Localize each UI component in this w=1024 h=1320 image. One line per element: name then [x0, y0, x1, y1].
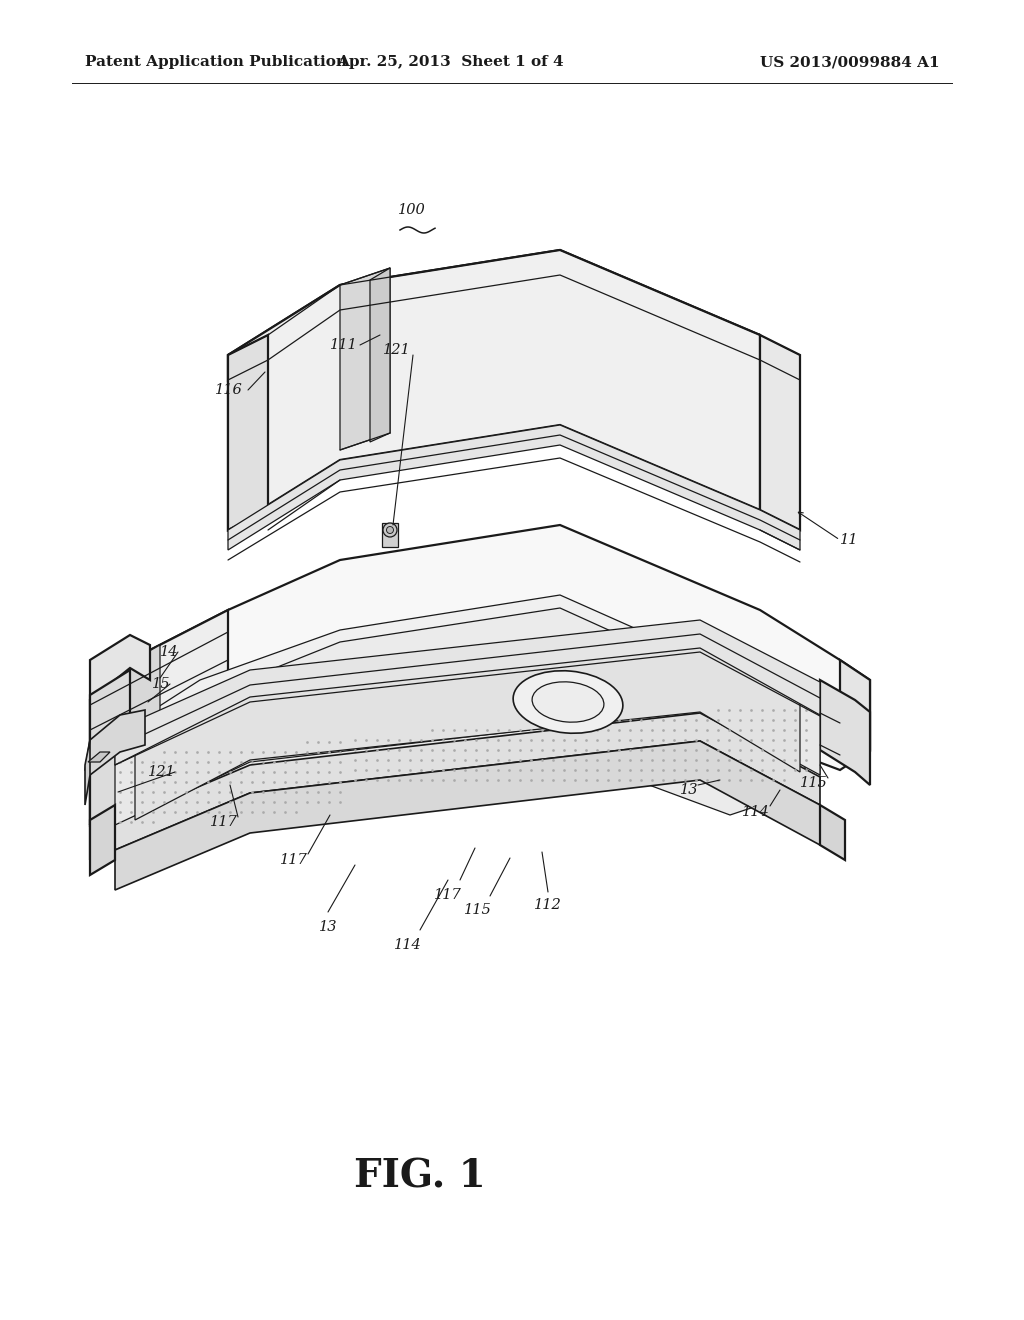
Polygon shape [340, 268, 390, 450]
Polygon shape [135, 642, 800, 820]
Polygon shape [115, 741, 820, 890]
Polygon shape [90, 610, 228, 825]
Polygon shape [115, 640, 820, 825]
Text: 111: 111 [330, 338, 357, 352]
Polygon shape [90, 805, 115, 875]
Polygon shape [228, 425, 800, 550]
Text: 117: 117 [280, 853, 308, 867]
Polygon shape [90, 525, 870, 825]
Polygon shape [90, 741, 228, 861]
Polygon shape [88, 752, 110, 762]
Ellipse shape [513, 671, 623, 733]
Polygon shape [130, 645, 160, 800]
Polygon shape [130, 595, 820, 850]
Polygon shape [228, 249, 760, 380]
Text: 13: 13 [318, 920, 337, 935]
Polygon shape [760, 335, 800, 531]
Text: 117: 117 [210, 814, 238, 829]
Polygon shape [228, 335, 268, 531]
Text: 121: 121 [148, 766, 176, 779]
Ellipse shape [386, 527, 393, 533]
Polygon shape [115, 620, 820, 766]
Text: 114: 114 [742, 805, 770, 818]
Polygon shape [820, 805, 845, 861]
Polygon shape [115, 713, 820, 850]
Text: 100: 100 [398, 203, 426, 216]
Text: 15: 15 [152, 677, 171, 690]
Polygon shape [85, 710, 145, 775]
Ellipse shape [383, 523, 397, 537]
Text: 115: 115 [800, 776, 827, 789]
Polygon shape [228, 249, 760, 531]
Text: FIG. 1: FIG. 1 [354, 1158, 485, 1196]
Polygon shape [840, 660, 870, 750]
Text: 121: 121 [383, 343, 411, 356]
Text: 11: 11 [840, 533, 858, 546]
Polygon shape [382, 523, 398, 546]
Text: Apr. 25, 2013  Sheet 1 of 4: Apr. 25, 2013 Sheet 1 of 4 [337, 55, 563, 69]
Text: Patent Application Publication: Patent Application Publication [85, 55, 347, 69]
Text: US 2013/0099884 A1: US 2013/0099884 A1 [761, 55, 940, 69]
Polygon shape [150, 609, 805, 861]
Text: 13: 13 [680, 783, 698, 797]
Polygon shape [90, 671, 130, 825]
Polygon shape [820, 680, 870, 785]
Text: 116: 116 [215, 383, 243, 397]
Text: 112: 112 [535, 898, 562, 912]
Text: 115: 115 [464, 903, 492, 917]
Text: 14: 14 [160, 645, 178, 659]
Polygon shape [370, 268, 390, 442]
Ellipse shape [532, 682, 604, 722]
Polygon shape [85, 741, 90, 805]
Polygon shape [90, 635, 150, 700]
Text: 117: 117 [434, 888, 462, 902]
Text: 114: 114 [394, 939, 422, 952]
